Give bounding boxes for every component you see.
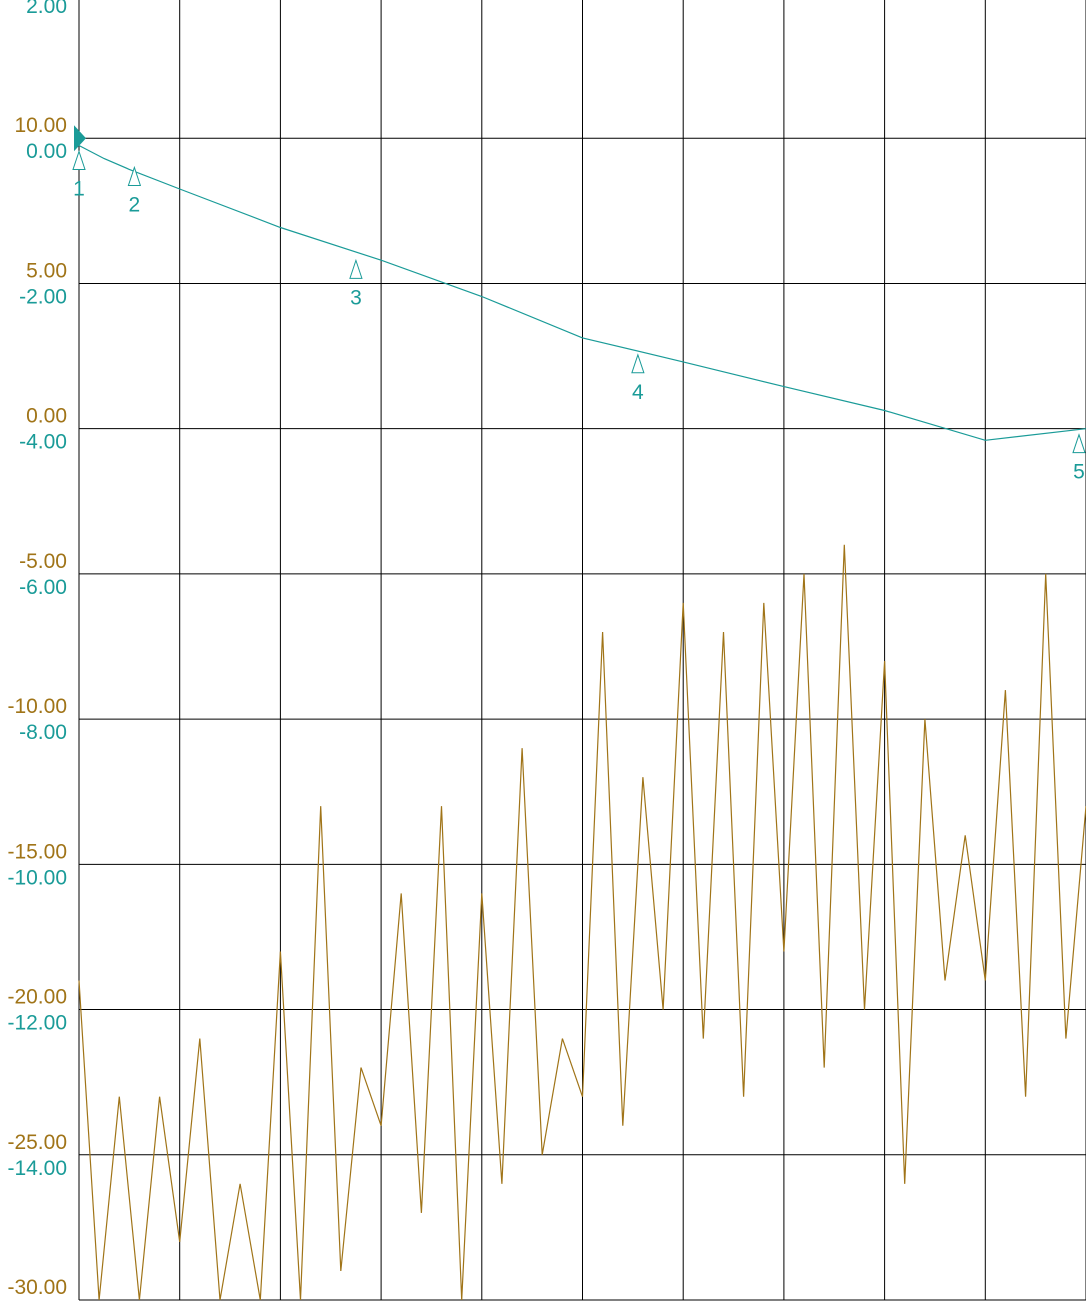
s11-trace-layer: [78, 144, 1086, 441]
marker-triangle: [127, 165, 142, 186]
left-axis-tick-label: -10.00: [7, 866, 67, 889]
left-axis-tick-label: -14.00: [7, 1157, 67, 1180]
right-axis-tick-label: 0.00: [26, 405, 67, 428]
marker-label: 3: [350, 286, 362, 309]
marker-1: 1: [72, 149, 86, 200]
right-axis-tick-label: 5.00: [26, 259, 67, 282]
marker-triangle: [72, 149, 86, 170]
marker-label: 4: [632, 381, 644, 404]
marker-label: 2: [129, 193, 141, 216]
left-axis-tick-label: -4.00: [19, 431, 67, 454]
marker-triangle: [631, 353, 645, 374]
right-axis-tick-label: 10.00: [14, 114, 67, 137]
left-axis-tick-label: -6.00: [19, 576, 67, 599]
marker-3: 3: [349, 258, 363, 309]
reference-level-pointer: [74, 125, 86, 152]
right-axis-tick-label: -10.00: [7, 695, 67, 718]
left-axis-tick-label: 0.00: [26, 140, 67, 163]
tick-label-layer: 2.00 0.00 -2.00 -4.00 -6.00 -8.00 -10.00 -12.00…: [7, 0, 67, 1299]
marker-4: 4: [631, 353, 645, 404]
right-axis-tick-label: -25.00: [7, 1131, 67, 1154]
right-axis-tick-label: -30.00: [7, 1276, 67, 1299]
left-axis-tick-label: 2.00: [26, 0, 67, 18]
marker-layer: 1 2 3 4 5: [72, 125, 1086, 484]
s21-trace-line: [78, 544, 1086, 1301]
marker-2: 2: [127, 165, 142, 216]
grid-layer: [78, 0, 1086, 1301]
marker-label: 1: [73, 177, 85, 200]
marker-label: 5: [1073, 461, 1085, 484]
marker-triangle: [349, 258, 363, 279]
s21-trace-layer: [78, 544, 1086, 1301]
right-axis-tick-label: -5.00: [19, 550, 67, 573]
left-axis-tick-label: -2.00: [19, 285, 67, 308]
right-axis-tick-label: -15.00: [7, 840, 67, 863]
right-axis-tick-label: -20.00: [7, 986, 67, 1009]
left-axis-tick-label: -8.00: [19, 721, 67, 744]
marker-triangle: [1072, 433, 1086, 454]
left-axis-tick-label: -12.00: [7, 1012, 67, 1035]
marker-5: 5: [1072, 433, 1086, 484]
s11-trace-line: [78, 144, 1086, 441]
